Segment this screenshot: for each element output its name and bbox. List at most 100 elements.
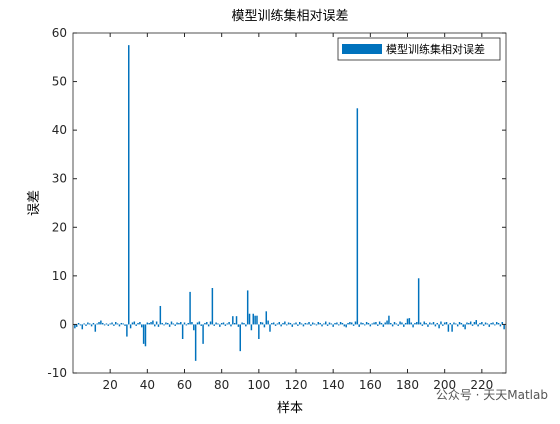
bar — [323, 323, 325, 325]
bar — [310, 324, 312, 326]
x-tick-label: 140 — [322, 378, 345, 392]
bar — [180, 322, 182, 325]
bar — [300, 323, 303, 325]
bar — [98, 322, 100, 325]
bar — [235, 316, 238, 325]
bar — [154, 324, 156, 327]
bar — [126, 324, 128, 337]
y-tick-label: 10 — [52, 269, 67, 283]
bar — [362, 322, 364, 325]
bar — [146, 322, 149, 325]
x-tick-label: 40 — [140, 378, 155, 392]
x-tick-label: 100 — [247, 378, 270, 392]
axes-box — [72, 32, 507, 374]
bar — [217, 323, 219, 325]
bar — [317, 322, 320, 325]
bar — [343, 324, 346, 327]
bar — [378, 321, 381, 325]
bar — [232, 316, 234, 325]
bar — [142, 324, 145, 344]
bar — [280, 324, 282, 327]
bar — [215, 322, 217, 325]
bar — [211, 288, 214, 325]
bar — [397, 324, 399, 326]
bar — [298, 322, 301, 325]
bar — [334, 322, 336, 325]
bar — [494, 324, 496, 326]
bar — [332, 324, 334, 327]
bar — [475, 320, 478, 325]
bar — [423, 321, 425, 325]
bar — [388, 315, 390, 325]
bar — [271, 322, 273, 325]
bar — [148, 322, 150, 325]
bar — [150, 322, 152, 325]
bar — [410, 322, 412, 325]
bar — [101, 322, 104, 325]
bar — [141, 324, 143, 328]
x-tick-label: 80 — [214, 378, 229, 392]
bar — [250, 324, 253, 331]
bar — [85, 324, 87, 326]
bar — [458, 322, 461, 325]
bar — [377, 324, 379, 326]
bar — [75, 324, 78, 327]
bar — [170, 321, 173, 325]
bar — [224, 324, 227, 326]
bar — [473, 322, 476, 325]
bar — [449, 322, 451, 325]
bar — [399, 321, 401, 325]
y-tick-label: 60 — [52, 26, 67, 40]
bar — [311, 322, 314, 325]
bar — [447, 324, 450, 332]
bar — [313, 323, 316, 325]
bar — [133, 321, 136, 325]
bar — [174, 324, 176, 326]
bar — [189, 291, 191, 325]
bar — [213, 324, 215, 326]
bar — [390, 322, 392, 325]
bar — [360, 322, 362, 325]
bar — [118, 324, 121, 327]
bar — [228, 322, 230, 325]
bar — [427, 324, 429, 327]
bar — [404, 322, 407, 325]
bar — [269, 324, 271, 332]
x-tick-label: 20 — [103, 378, 118, 392]
bar — [356, 108, 359, 325]
bar — [282, 322, 284, 325]
bar — [324, 321, 327, 325]
bar — [124, 324, 126, 326]
bar — [157, 324, 160, 327]
bar — [79, 324, 82, 326]
bar — [484, 322, 487, 325]
bar — [220, 322, 223, 325]
bar — [486, 323, 489, 325]
bar — [336, 322, 338, 325]
bar — [464, 324, 466, 330]
bar — [430, 323, 433, 325]
x-tick-label: 160 — [359, 378, 382, 392]
bar — [276, 323, 279, 325]
bar — [254, 315, 256, 325]
bar — [259, 322, 262, 325]
bar — [243, 322, 245, 325]
bar — [105, 323, 108, 325]
bar — [219, 324, 221, 327]
bar — [100, 320, 102, 325]
bar — [81, 324, 84, 330]
bar — [412, 324, 414, 328]
bar — [330, 323, 333, 325]
bar — [128, 45, 130, 325]
bar — [111, 322, 113, 325]
y-tick-label: 30 — [52, 172, 67, 186]
y-axis-label: 误差 — [27, 190, 42, 216]
y-tick-label: -10 — [47, 366, 67, 380]
bar — [349, 322, 351, 325]
watermark: 公众号 · 天天Matlab — [436, 388, 548, 402]
bar — [152, 320, 154, 325]
y-tick-label: 20 — [52, 220, 67, 234]
x-axis-label: 样本 — [277, 401, 303, 416]
y-tick-label: 50 — [52, 75, 67, 89]
bar — [176, 322, 178, 325]
